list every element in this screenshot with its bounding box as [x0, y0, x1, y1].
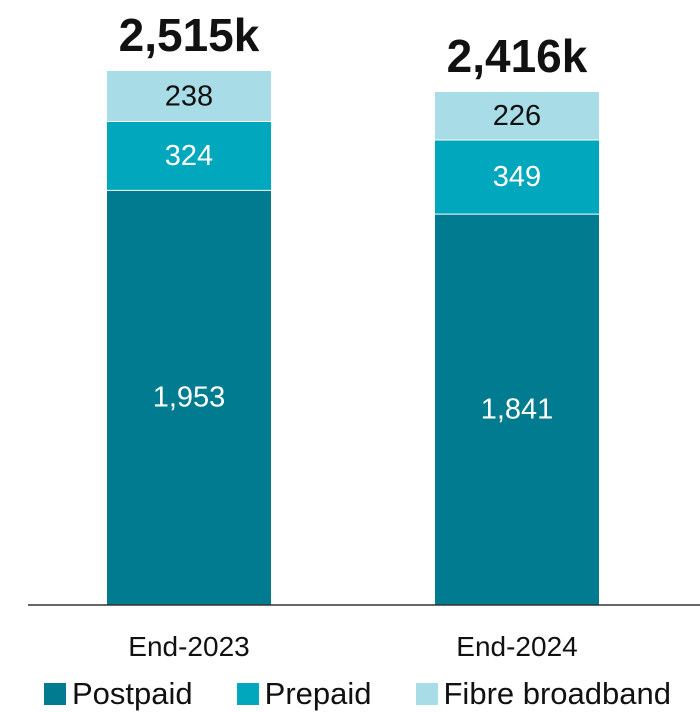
category-label-end-2023: End-2023 [128, 631, 249, 662]
data-label-prepaid-end-2023: 324 [165, 140, 213, 172]
legend-item-postpaid: Postpaid [44, 676, 193, 712]
total-label-end-2024: 2,416k [447, 30, 588, 82]
legend-swatch-prepaid [236, 683, 259, 705]
legend-item-fibre-broadband: Fibre broadband [415, 676, 672, 712]
legend-swatch-postpaid [44, 683, 66, 705]
bar-fibre-broadband-end-2023 [107, 71, 271, 122]
legend-item-prepaid: Prepaid [236, 676, 372, 712]
bar-postpaid-end-2023 [107, 190, 271, 605]
legend-label-fibre-broadband: Fibre broadband [443, 676, 672, 711]
legend-label-prepaid: Prepaid [264, 676, 372, 711]
bar-postpaid-end-2024 [435, 214, 599, 605]
total-label-end-2023: 2,515k [119, 9, 260, 61]
bars-group [107, 71, 599, 605]
legend-label-postpaid: Postpaid [72, 676, 193, 711]
legend-swatch-fibre-broadband [415, 683, 438, 705]
bar-prepaid-end-2023 [107, 121, 271, 191]
bar-fibre-broadband-end-2024 [435, 92, 599, 141]
labels-group: 1,953 324 238 2,515k End-2023 1,841 349 226 2,41… [119, 9, 588, 662]
data-label-fibre-broadband-end-2024: 226 [493, 100, 541, 132]
bar-prepaid-end-2024 [435, 140, 599, 215]
legend: Postpaid Prepaid Fibre broadband [44, 676, 671, 712]
data-label-prepaid-end-2024: 349 [493, 161, 541, 193]
data-label-fibre-broadband-end-2023: 238 [165, 80, 213, 112]
data-label-postpaid-end-2024: 1,841 [481, 394, 554, 426]
category-label-end-2024: End-2024 [456, 631, 577, 662]
data-label-postpaid-end-2023: 1,953 [153, 382, 226, 414]
